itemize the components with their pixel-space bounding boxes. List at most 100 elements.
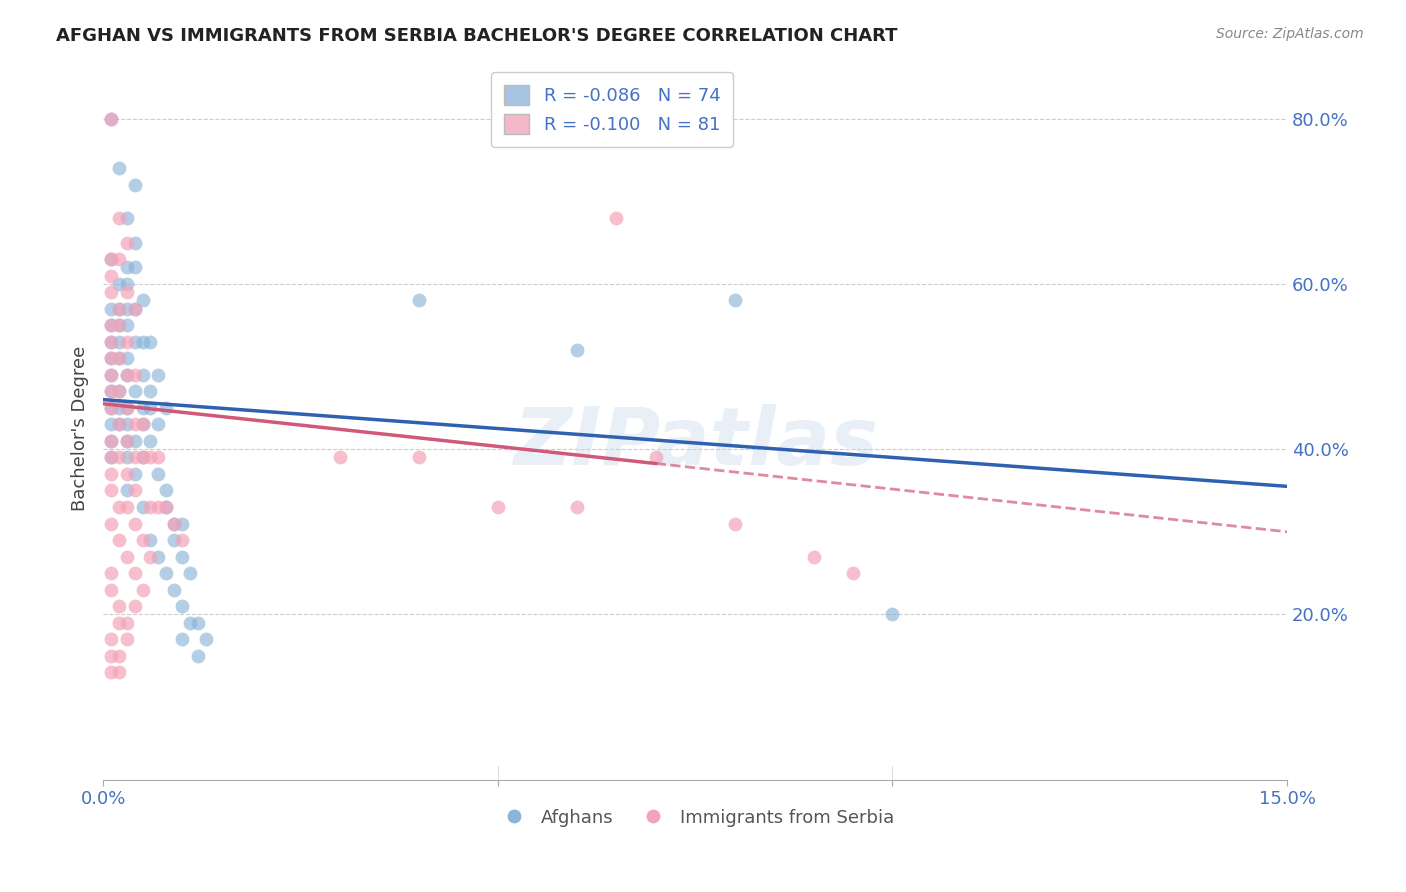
Point [124,301,146,316]
Point [329,450,352,465]
Point [155,500,177,514]
Point [108,301,131,316]
Point [100,401,122,415]
Point [194,632,217,647]
Point [155,566,177,580]
Point [163,516,186,531]
Point [100,417,122,432]
Point [115,277,138,291]
Point [108,161,131,176]
Point [108,211,131,225]
Point [100,301,122,316]
Point [115,235,138,250]
Point [100,632,122,647]
Point [124,434,146,448]
Point [108,252,131,267]
Point [882,607,904,622]
Point [170,549,193,564]
Point [163,516,186,531]
Point [115,632,138,647]
Point [187,648,209,663]
Text: ZIPatlas: ZIPatlas [513,403,877,482]
Point [124,516,146,531]
Point [100,368,122,382]
Point [486,500,509,514]
Point [139,533,162,547]
Point [139,434,162,448]
Point [115,260,138,275]
Point [108,301,131,316]
Point [131,450,153,465]
Point [115,549,138,564]
Point [124,483,146,498]
Point [108,384,131,399]
Point [155,500,177,514]
Point [100,648,122,663]
Point [108,533,131,547]
Point [115,211,138,225]
Point [100,334,122,349]
Point [100,582,122,597]
Point [139,384,162,399]
Point [115,368,138,382]
Point [124,467,146,481]
Point [108,450,131,465]
Point [115,301,138,316]
Point [100,467,122,481]
Point [124,178,146,192]
Point [100,252,122,267]
Point [131,582,153,597]
Point [100,566,122,580]
Point [131,293,153,308]
Point [108,648,131,663]
Point [115,401,138,415]
Point [148,500,170,514]
Point [115,434,138,448]
Point [108,599,131,614]
Point [100,434,122,448]
Point [100,252,122,267]
Point [115,334,138,349]
Point [124,566,146,580]
Point [131,500,153,514]
Point [124,384,146,399]
Point [108,334,131,349]
Legend: Afghans, Immigrants from Serbia: Afghans, Immigrants from Serbia [488,801,901,834]
Point [408,293,430,308]
Point [108,384,131,399]
Point [187,615,209,630]
Point [108,401,131,415]
Point [115,401,138,415]
Point [115,450,138,465]
Point [139,401,162,415]
Point [100,450,122,465]
Point [115,417,138,432]
Point [139,549,162,564]
Point [108,665,131,680]
Point [115,318,138,333]
Point [115,351,138,366]
Point [115,500,138,514]
Point [100,450,122,465]
Point [115,285,138,300]
Point [124,301,146,316]
Point [408,450,430,465]
Point [115,434,138,448]
Point [115,483,138,498]
Point [100,268,122,283]
Point [723,293,745,308]
Point [124,260,146,275]
Point [124,417,146,432]
Point [108,351,131,366]
Point [148,417,170,432]
Point [155,401,177,415]
Point [108,500,131,514]
Point [124,235,146,250]
Point [115,467,138,481]
Point [100,384,122,399]
Point [100,351,122,366]
Point [170,533,193,547]
Point [100,285,122,300]
Point [100,112,122,126]
Point [179,566,201,580]
